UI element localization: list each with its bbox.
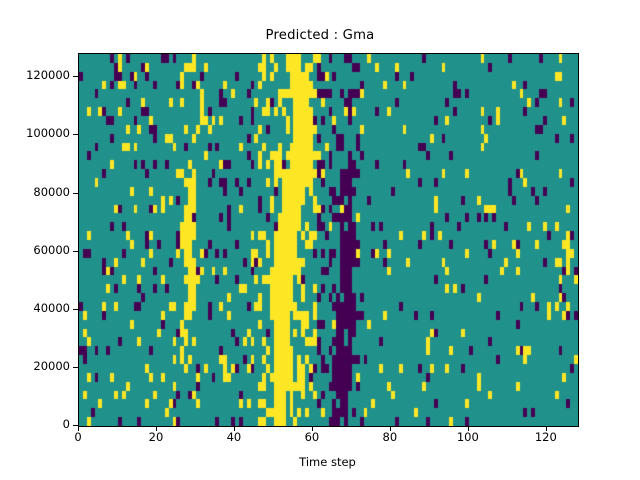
heatmap-image (79, 54, 578, 426)
y-tick-label: 60000 (33, 242, 70, 257)
y-tick-mark (73, 309, 78, 310)
y-tick-mark (73, 193, 78, 194)
y-tick-label: 0 (62, 417, 70, 431)
x-tick-label: 0 (74, 430, 82, 444)
y-tick-label: 80000 (33, 184, 70, 199)
heatmap-axes (78, 53, 579, 427)
x-tick-mark (78, 426, 79, 431)
y-tick-mark (73, 76, 78, 77)
x-tick-label: 80 (382, 430, 398, 444)
x-tick-label: 120 (534, 430, 557, 444)
y-tick-label: 100000 (26, 126, 70, 141)
y-tick-mark (73, 251, 78, 252)
x-tick-label: 100 (456, 430, 479, 444)
y-tick-mark (73, 134, 78, 135)
y-tick-label: 120000 (26, 68, 70, 83)
x-tick-mark (234, 426, 235, 431)
x-tick-mark (546, 426, 547, 431)
x-tick-mark (468, 426, 469, 431)
x-tick-label: 60 (304, 430, 320, 444)
y-tick-mark (73, 425, 78, 426)
y-tick-mark (73, 367, 78, 368)
x-tick-label: 20 (148, 430, 164, 444)
x-tick-mark (312, 426, 313, 431)
x-axis-label: Time step (299, 455, 356, 469)
chart-title: Predicted : Gma (265, 28, 375, 43)
x-tick-mark (390, 426, 391, 431)
x-tick-mark (156, 426, 157, 431)
y-tick-label: 40000 (33, 300, 70, 315)
x-tick-label: 40 (226, 430, 242, 444)
y-tick-label: 20000 (33, 358, 70, 373)
